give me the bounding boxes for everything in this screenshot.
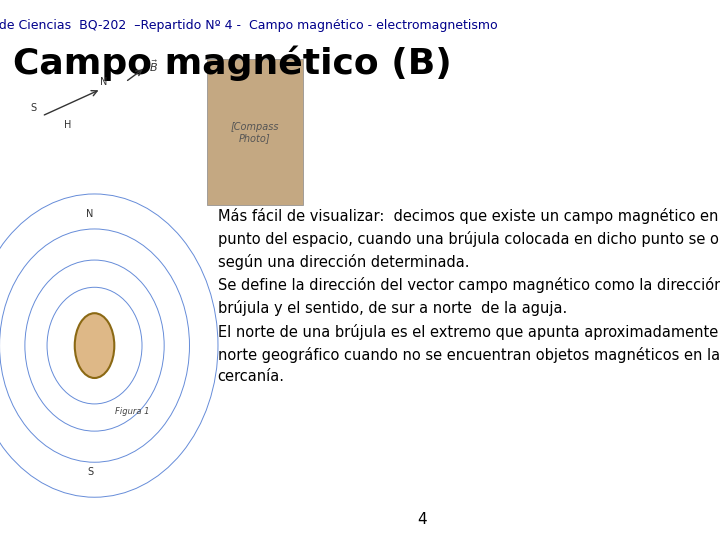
Text: Figura 1: Figura 1 (114, 407, 149, 416)
Text: Campo magnético (B): Campo magnético (B) (13, 46, 452, 82)
Text: [Compass
Photo]: [Compass Photo] (230, 122, 279, 143)
Text: Facultad de Ciencias  BQ-202  –Repartido Nº 4 -  Campo magnético - electromagnet: Facultad de Ciencias BQ-202 –Repartido N… (0, 19, 498, 32)
Text: Más fácil de visualizar:  decimos que existe un campo magnético en un
punto del : Más fácil de visualizar: decimos que exi… (217, 208, 720, 384)
Text: $\vec{B}$: $\vec{B}$ (148, 58, 158, 74)
Text: N: N (86, 208, 94, 219)
Ellipse shape (75, 313, 114, 378)
Bar (207, 59, 303, 205)
Text: N: N (99, 77, 107, 87)
Text: S: S (87, 467, 93, 477)
Text: H: H (65, 120, 72, 130)
Text: 4: 4 (417, 511, 426, 526)
Text: S: S (30, 103, 36, 113)
